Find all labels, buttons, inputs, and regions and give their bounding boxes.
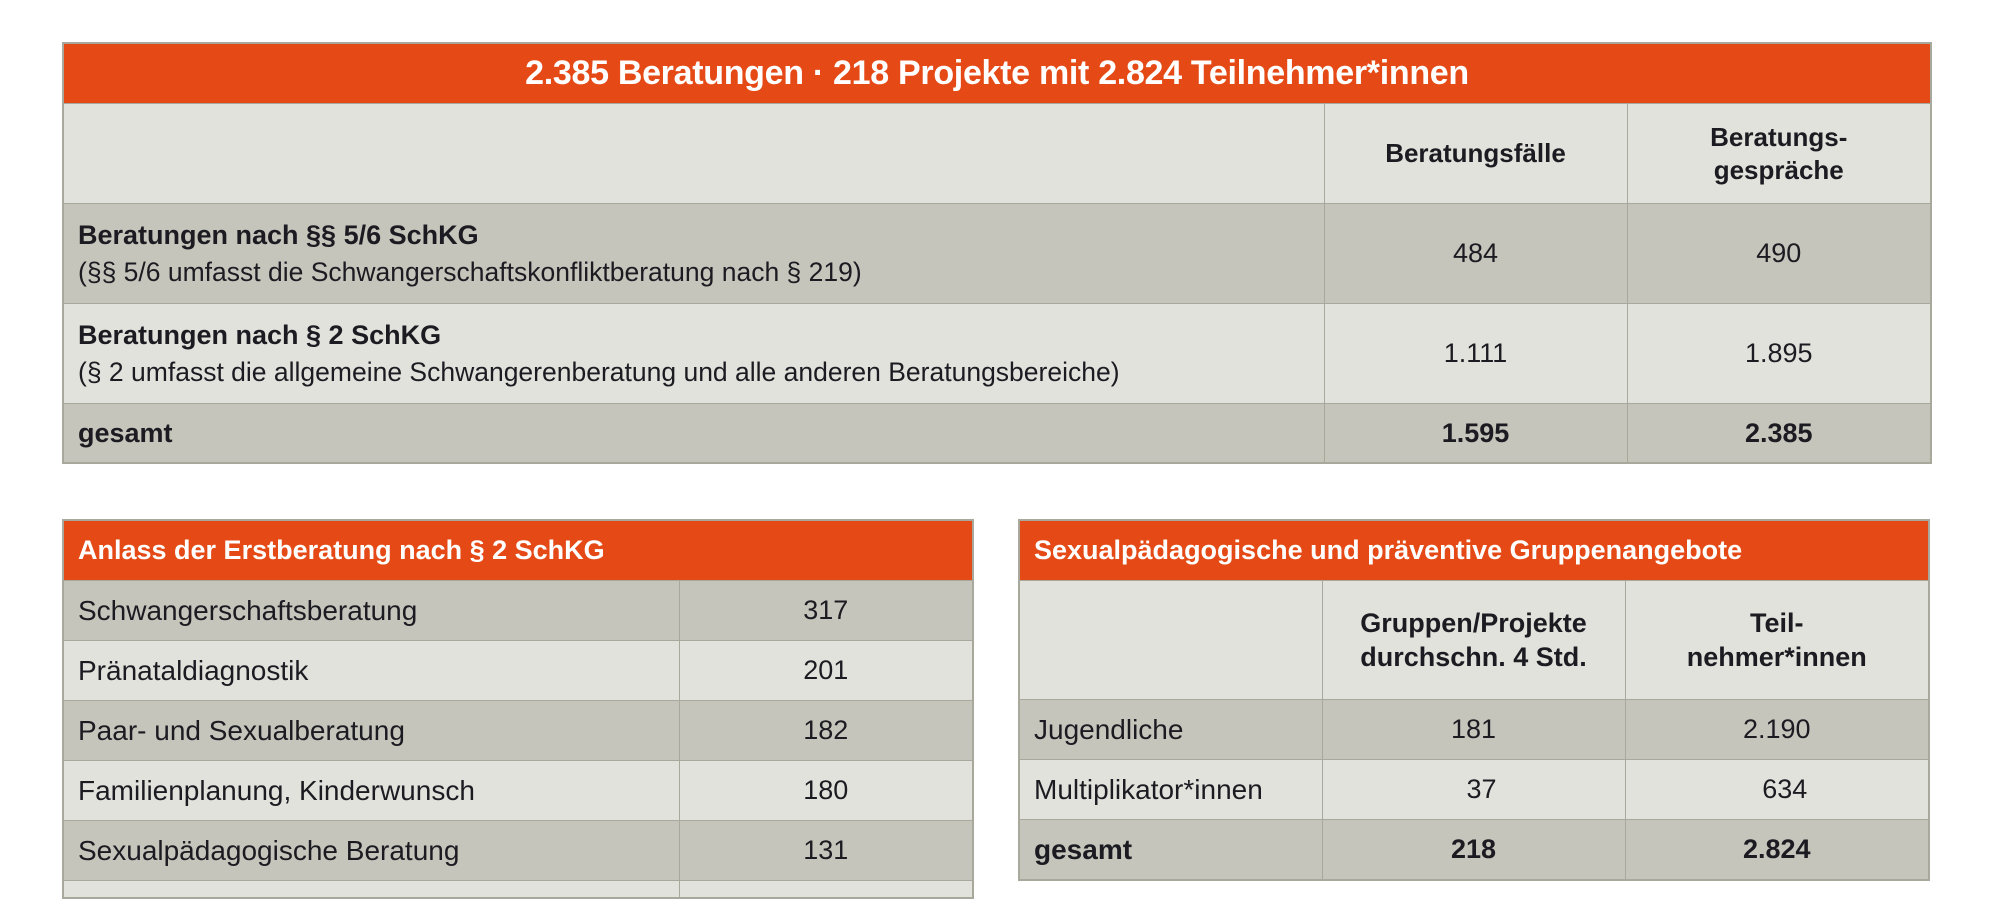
row-label: Beratungen nach §§ 5/6 SchKG (§§ 5/6 umf… xyxy=(62,203,1325,304)
teilnehmer-value-text: 634 xyxy=(1762,774,1808,804)
table-row: Sexualpädagogische Beratung 131 xyxy=(62,820,974,881)
header-beratungsgespraeche-line2: gespräche xyxy=(1713,154,1844,185)
table-row: Familienplanung, Kinderwunsch 180 xyxy=(62,760,974,821)
summary-table: 2.385 Beratungen · 218 Projekte mit 2.82… xyxy=(62,42,1932,464)
gruppen-table-title: Sexualpädagogische und präventive Gruppe… xyxy=(1018,519,1930,581)
header-teilnehmer-line1: Teil- xyxy=(1750,608,1804,638)
table-row: Paar- und Sexualberatung 182 xyxy=(62,700,974,761)
table-row: Beratungen nach §§ 5/6 SchKG (§§ 5/6 umf… xyxy=(62,203,1932,304)
table-row: Schwangerschaftsberatung 317 xyxy=(62,580,974,641)
total-beratungsgespraeche: 2.385 xyxy=(1626,403,1932,464)
header-beratungsgespraeche-line1: Beratungs- xyxy=(1710,121,1848,152)
summary-table-header-row: Beratungsfälle Beratungs- gespräche xyxy=(62,103,1932,204)
header-beratungsgespraeche: Beratungs- gespräche xyxy=(1626,103,1932,204)
total-gruppen: 218 xyxy=(1321,819,1626,881)
row-value: 201 xyxy=(678,640,974,701)
header-gruppen-line2: durchschn. 4 Std. xyxy=(1360,642,1587,672)
row-value-empty xyxy=(678,880,974,899)
beratungsfaelle-value: 1.111 xyxy=(1323,303,1628,404)
gruppen-table-header-row: Gruppen/Projekte durchschn. 4 Std. Teil-… xyxy=(1018,580,1930,700)
row-value: 180 xyxy=(678,760,974,821)
header-teilnehmer-line2: nehmer*innen xyxy=(1686,642,1867,672)
header-gruppen-line1: Gruppen/Projekte xyxy=(1360,608,1587,638)
total-label: gesamt xyxy=(62,403,1325,464)
total-row: gesamt 218 2.824 xyxy=(1018,819,1930,881)
row-subtitle: (§ 2 umfasst die allgemeine Schwangerenb… xyxy=(78,356,1120,387)
beratungsfaelle-value: 484 xyxy=(1323,203,1628,304)
total-beratungsfaelle: 1.595 xyxy=(1323,403,1628,464)
anlass-table: Anlass der Erstberatung nach § 2 SchKG S… xyxy=(62,519,975,899)
row-label: Multiplikator*innen xyxy=(1018,759,1323,820)
row-label: Paar- und Sexualberatung xyxy=(62,700,680,761)
row-label: Pränataldiagnostik xyxy=(62,640,680,701)
table-row: Beratungen nach § 2 SchKG (§ 2 umfasst d… xyxy=(62,303,1932,404)
summary-table-title: 2.385 Beratungen · 218 Projekte mit 2.82… xyxy=(62,42,1932,104)
beratungsgespraeche-value: 490 xyxy=(1626,203,1932,304)
row-title: Beratungen nach §§ 5/6 SchKG xyxy=(78,219,479,250)
row-label-empty xyxy=(62,880,680,899)
row-title: Beratungen nach § 2 SchKG xyxy=(78,319,442,350)
row-value: 317 xyxy=(678,580,974,641)
header-beratungsfaelle: Beratungsfälle xyxy=(1323,103,1628,204)
table-row: Multiplikator*innen 37 634 xyxy=(1018,759,1930,820)
total-teilnehmer: 2.824 xyxy=(1624,819,1930,881)
gruppen-value-text: 37 xyxy=(1466,774,1497,804)
row-label: Jugendliche xyxy=(1018,699,1323,760)
gruppen-table: Sexualpädagogische und präventive Gruppe… xyxy=(1018,519,1931,881)
table-row-cut-off xyxy=(62,880,974,899)
row-label: Schwangerschaftsberatung xyxy=(62,580,680,641)
header-teilnehmer: Teil- nehmer*innen xyxy=(1624,580,1930,700)
row-value: 131 xyxy=(678,820,974,881)
row-value: 182 xyxy=(678,700,974,761)
beratungsgespraeche-value: 1.895 xyxy=(1626,303,1932,404)
row-subtitle: (§§ 5/6 umfasst die Schwangerschaftskonf… xyxy=(78,256,862,287)
anlass-table-title: Anlass der Erstberatung nach § 2 SchKG xyxy=(62,519,974,581)
row-label: Familienplanung, Kinderwunsch xyxy=(62,760,680,821)
gruppen-header-empty xyxy=(1018,580,1323,700)
teilnehmer-value: 2.190 xyxy=(1624,699,1930,760)
header-gruppen-projekte: Gruppen/Projekte durchschn. 4 Std. xyxy=(1321,580,1626,700)
gruppen-value: 181 xyxy=(1321,699,1626,760)
table-row: Pränataldiagnostik 201 xyxy=(62,640,974,701)
total-row: gesamt 1.595 2.385 xyxy=(62,403,1932,464)
total-label: gesamt xyxy=(1018,819,1323,881)
row-label: Beratungen nach § 2 SchKG (§ 2 umfasst d… xyxy=(62,303,1325,404)
row-label: Sexualpädagogische Beratung xyxy=(62,820,680,881)
table-row: Jugendliche 181 2.190 xyxy=(1018,699,1930,760)
gruppen-value: 37 xyxy=(1321,759,1626,820)
teilnehmer-value: 634 xyxy=(1624,759,1930,820)
summary-header-empty xyxy=(62,103,1325,204)
